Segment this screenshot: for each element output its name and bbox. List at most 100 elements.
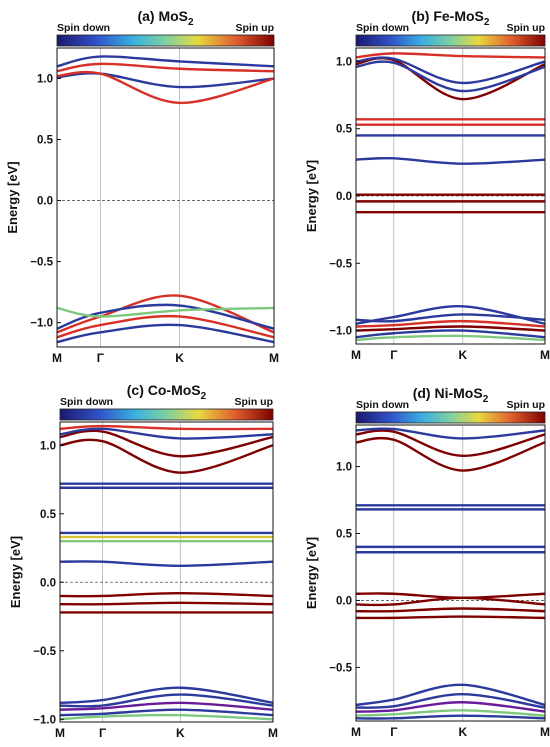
band-panel: (a) MoS2 Spin down Spin up 1.0 0.5 0.0 −0.5 −1.…: [5, 8, 279, 365]
x-tick-label: M: [351, 725, 361, 739]
band-line: [356, 709, 545, 717]
band-line: [356, 52, 545, 59]
band-line: [57, 314, 274, 339]
colorbar-left-label: Spin down: [60, 396, 113, 408]
y-tick-label: −1.0: [329, 326, 352, 338]
y-tick-label: −0.5: [329, 258, 352, 270]
y-axis-label: Energy [eV]: [304, 160, 319, 232]
y-tick-label: −0.5: [33, 646, 56, 658]
y-tick-label: 1.0: [336, 462, 352, 474]
band-line: [356, 427, 545, 440]
panel-title: (d) Ni-MoS2: [413, 385, 489, 405]
band-line: [60, 427, 273, 440]
plot-frame: [56, 47, 275, 348]
panel-label: (c): [127, 382, 148, 398]
band-panel: (d) Ni-MoS2 Spin down Spin up 1.0 0.5 0.0 −0.5…: [304, 385, 550, 739]
band-line: [356, 693, 545, 709]
bands-group: [57, 55, 274, 344]
x-tick-label: M: [55, 726, 65, 740]
x-tick-label: M: [52, 351, 62, 365]
panel-title-subscript: 2: [483, 394, 489, 405]
band-line: [356, 60, 545, 93]
x-tick-label: K: [175, 351, 184, 365]
y-tick-label: 0.5: [336, 528, 353, 540]
band-line: [356, 56, 545, 85]
panel-title-main: Ni-MoS: [434, 385, 482, 401]
band-line: [60, 592, 273, 598]
x-tick-label: M: [269, 351, 279, 365]
colorbar-left-label: Spin down: [356, 399, 409, 411]
y-axis-label: Energy [eV]: [304, 537, 319, 609]
band-line: [356, 334, 545, 342]
band-line: [60, 560, 273, 568]
plot-frame: [59, 421, 274, 723]
band-line: [60, 708, 273, 717]
band-line: [356, 683, 545, 707]
panel-title-main: Co-MoS: [148, 382, 201, 398]
band-line: [57, 72, 274, 89]
y-tick-label: 0.0: [37, 196, 53, 208]
band-line: [57, 306, 274, 318]
colorbar-right-label: Spin up: [235, 396, 274, 408]
x-tick-label: M: [540, 725, 550, 739]
x-tick-label: M: [540, 348, 550, 362]
y-tick-label: −0.5: [329, 662, 352, 674]
y-tick-label: 0.5: [37, 135, 54, 147]
panel-label: (d): [413, 385, 435, 401]
spin-colorbar: [355, 411, 546, 424]
y-tick-label: 0.0: [40, 577, 56, 589]
panel-title-subscript: 2: [201, 391, 207, 402]
x-tick-label: M: [351, 348, 361, 362]
colorbar-right-label: Spin up: [507, 22, 546, 34]
band-line: [356, 607, 545, 613]
band-line: [57, 294, 274, 334]
band-line: [356, 592, 545, 599]
panel-title-subscript: 2: [188, 17, 194, 28]
bands-group: [60, 424, 273, 721]
panel-title-subscript: 2: [484, 17, 490, 28]
band-line: [356, 329, 545, 339]
y-tick-label: 0.0: [336, 191, 352, 203]
band-line: [60, 424, 273, 431]
band-panel: (c) Co-MoS2 Spin down Spin up 1.0 0.5 0.0 −0.5…: [8, 382, 278, 740]
y-tick-label: −1.0: [30, 318, 53, 330]
band-line: [60, 686, 273, 705]
band-line: [60, 693, 273, 708]
y-tick-label: −1.0: [33, 714, 56, 726]
plot-frame: [355, 424, 546, 722]
y-tick-label: −0.5: [30, 257, 53, 269]
spin-colorbar: [56, 34, 275, 47]
band-line: [356, 429, 545, 458]
panel-label: (b): [412, 8, 434, 24]
band-line: [57, 70, 274, 105]
band-line: [356, 596, 545, 607]
y-tick-label: 1.0: [37, 74, 53, 86]
band-line: [356, 701, 545, 713]
colorbar-right-label: Spin up: [507, 399, 546, 411]
band-line: [60, 429, 273, 458]
bands-group: [356, 52, 545, 342]
y-tick-label: 0.0: [336, 595, 352, 607]
band-line: [57, 55, 274, 68]
band-line: [356, 156, 545, 165]
band-line: [60, 713, 273, 721]
x-tick-label: K: [458, 725, 467, 739]
x-tick-label: Γ: [390, 348, 398, 362]
panel-label: (a): [137, 8, 158, 24]
band-line: [57, 303, 274, 330]
y-tick-label: 0.5: [40, 509, 57, 521]
colorbar-left-label: Spin down: [57, 22, 110, 34]
panel-title: (a) MoS2: [137, 8, 194, 28]
panel-title: (c) Co-MoS2: [127, 382, 207, 402]
y-tick-label: 1.0: [336, 56, 352, 68]
colorbar-right-label: Spin up: [236, 22, 275, 34]
x-tick-label: K: [458, 348, 467, 362]
y-axis-label: Energy [eV]: [8, 536, 23, 608]
band-line: [356, 313, 545, 323]
x-tick-label: Γ: [390, 725, 398, 739]
band-line: [356, 436, 545, 472]
band-line: [60, 701, 273, 711]
band-line: [356, 319, 545, 328]
panel-title-main: MoS: [158, 8, 188, 24]
x-tick-label: Γ: [97, 351, 105, 365]
